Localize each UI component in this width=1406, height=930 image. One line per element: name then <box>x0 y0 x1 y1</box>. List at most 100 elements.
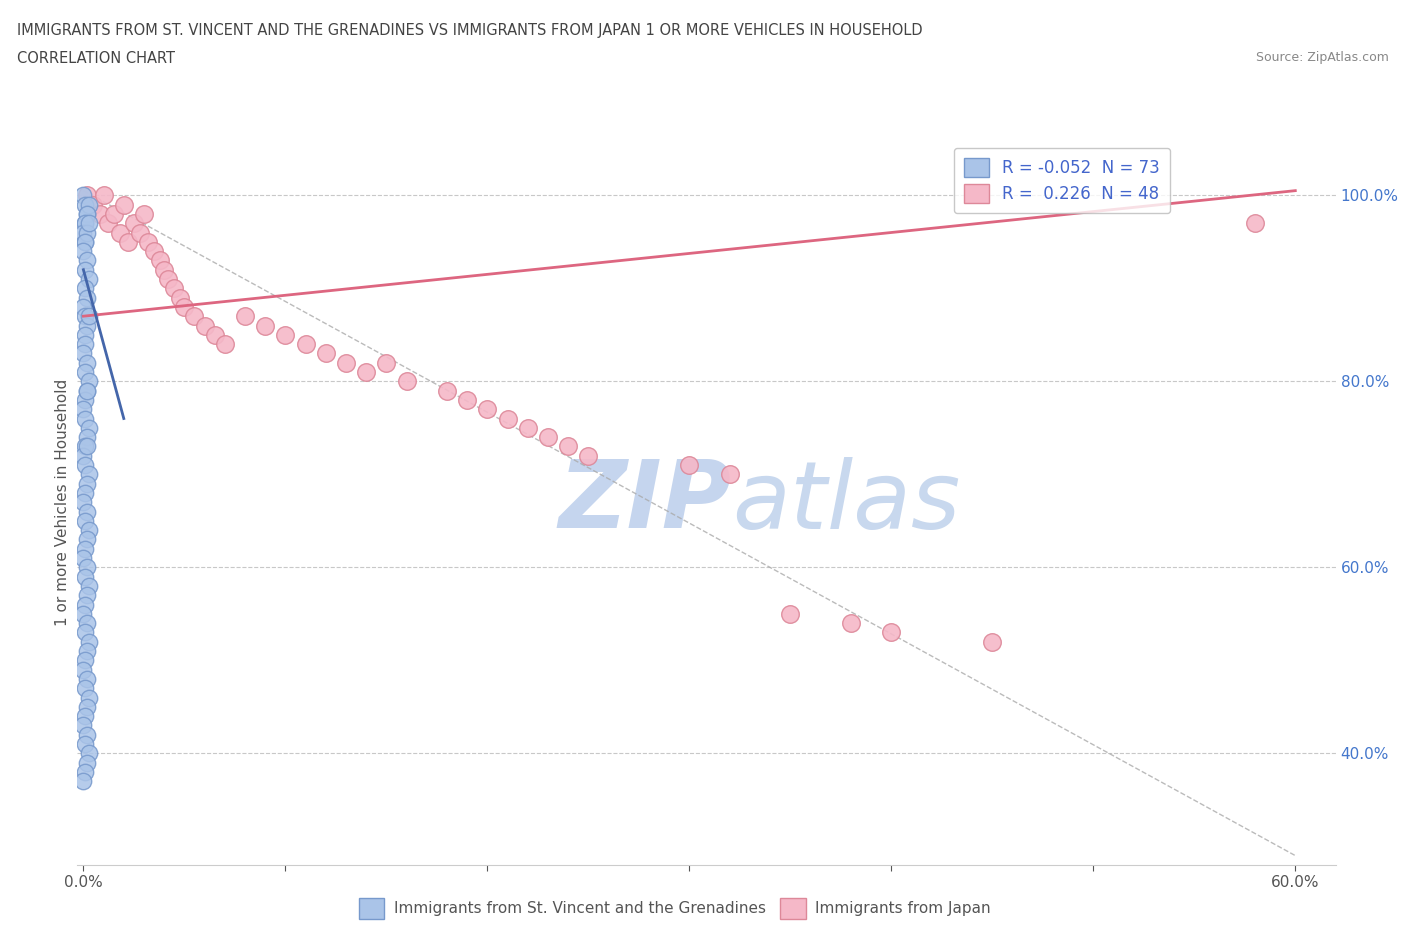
Point <box>75 309 97 324</box>
Point <box>75 411 97 426</box>
Point <box>93 188 115 203</box>
Point <box>76 430 98 445</box>
Point <box>204 327 226 342</box>
Point <box>153 262 176 277</box>
Point <box>79 690 101 705</box>
Point <box>122 216 145 231</box>
Point <box>149 253 172 268</box>
Point <box>880 625 903 640</box>
Point <box>76 699 98 714</box>
Point <box>75 764 97 779</box>
Text: ZIP: ZIP <box>558 457 731 548</box>
Point <box>117 234 139 249</box>
Point <box>72 718 94 733</box>
Point <box>132 206 155 221</box>
Point <box>75 569 97 584</box>
Point <box>76 318 98 333</box>
Point <box>72 448 94 463</box>
Point <box>79 420 101 435</box>
Point <box>76 504 98 519</box>
Text: atlas: atlas <box>731 457 960 548</box>
Point <box>75 365 97 379</box>
Point <box>183 309 205 324</box>
Point <box>75 197 97 212</box>
Point <box>72 662 94 677</box>
Point <box>97 216 120 231</box>
Point <box>75 392 97 407</box>
Point <box>779 606 801 621</box>
Legend: R = -0.052  N = 73, R =  0.226  N = 48: R = -0.052 N = 73, R = 0.226 N = 48 <box>955 148 1170 213</box>
Point <box>108 225 131 240</box>
Point <box>496 411 519 426</box>
Point <box>718 467 741 482</box>
Point <box>436 383 458 398</box>
Point <box>75 327 97 342</box>
Point <box>75 439 97 454</box>
Point <box>72 244 94 259</box>
Point <box>79 197 101 212</box>
Point <box>76 206 98 221</box>
Point <box>79 634 101 649</box>
Point <box>72 774 94 789</box>
Y-axis label: 1 or more Vehicles in Household: 1 or more Vehicles in Household <box>55 379 70 626</box>
Point <box>76 206 98 221</box>
Point <box>89 206 111 221</box>
Point <box>75 541 97 556</box>
Point <box>678 458 700 472</box>
Point <box>254 318 277 333</box>
Point <box>76 476 98 491</box>
Point <box>76 755 98 770</box>
Point <box>72 299 94 314</box>
Point <box>79 746 101 761</box>
Point <box>79 272 101 286</box>
Point <box>194 318 217 333</box>
Point <box>477 402 499 417</box>
Point <box>294 337 316 352</box>
Point <box>76 439 98 454</box>
Point <box>75 737 97 751</box>
Text: IMMIGRANTS FROM ST. VINCENT AND THE GRENADINES VS IMMIGRANTS FROM JAPAN 1 OR MOR: IMMIGRANTS FROM ST. VINCENT AND THE GREN… <box>17 23 922 38</box>
Point <box>143 244 166 259</box>
Point <box>72 551 94 565</box>
Point <box>76 616 98 631</box>
Point <box>456 392 478 407</box>
Point <box>163 281 186 296</box>
Point <box>72 188 94 203</box>
Point <box>75 485 97 500</box>
Point <box>76 560 98 575</box>
Point <box>76 532 98 547</box>
Point <box>72 346 94 361</box>
Point <box>75 709 97 724</box>
Point <box>76 355 98 370</box>
Point <box>576 448 599 463</box>
Point <box>72 495 94 510</box>
Point <box>1244 216 1267 231</box>
Point <box>516 420 538 435</box>
Point <box>79 216 101 231</box>
Point <box>557 439 579 454</box>
Point <box>79 309 101 324</box>
Point <box>75 337 97 352</box>
Text: Immigrants from Japan: Immigrants from Japan <box>815 901 991 916</box>
Point <box>75 234 97 249</box>
Point <box>214 337 236 352</box>
Point <box>112 197 135 212</box>
Text: CORRELATION CHART: CORRELATION CHART <box>17 51 174 66</box>
Point <box>76 727 98 742</box>
Point <box>395 374 418 389</box>
Point <box>75 281 97 296</box>
Point <box>76 383 98 398</box>
Point <box>173 299 195 314</box>
Point <box>136 234 159 249</box>
Point <box>169 290 191 305</box>
Point <box>72 606 94 621</box>
Text: Source: ZipAtlas.com: Source: ZipAtlas.com <box>1256 51 1389 64</box>
Point <box>76 588 98 603</box>
Point <box>537 430 560 445</box>
Point <box>79 523 101 538</box>
Point <box>76 383 98 398</box>
Point <box>76 290 98 305</box>
Point <box>82 197 104 212</box>
Point <box>233 309 256 324</box>
Point <box>72 225 94 240</box>
